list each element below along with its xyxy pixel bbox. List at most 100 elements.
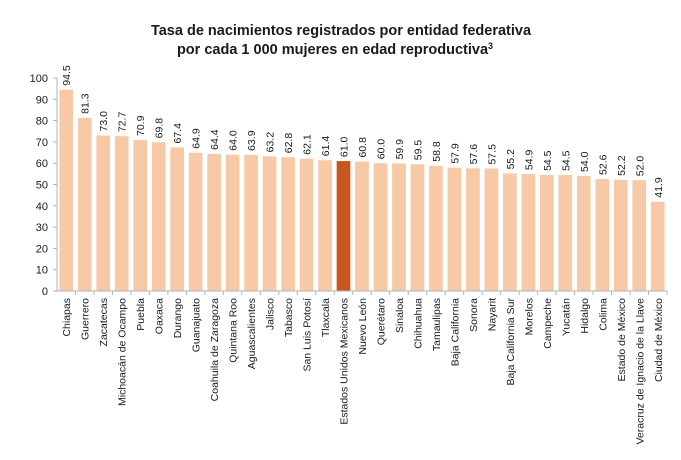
bar <box>133 139 148 291</box>
x-tick-label: Baja California <box>449 298 461 366</box>
x-tick-label: Aguascalientes <box>246 298 258 369</box>
x-tick-label: Zacatecas <box>98 298 110 346</box>
y-tick-label: 50 <box>36 180 48 192</box>
bar <box>151 142 166 291</box>
data-label: 69.8 <box>154 118 166 139</box>
data-label: 52.2 <box>616 155 628 176</box>
bar <box>613 179 628 291</box>
data-label: 64.9 <box>191 128 203 149</box>
x-tick-label: Hidalgo <box>579 298 591 334</box>
data-label: 63.9 <box>246 130 258 151</box>
bar <box>447 167 462 291</box>
x-tick-label: Baja California Sur <box>505 298 517 386</box>
x-tick-label: Sinaloa <box>394 298 406 333</box>
data-label: 61.4 <box>320 136 332 157</box>
bar <box>521 174 536 291</box>
y-axis: 0 10 20 30 40 50 60 70 80 90 100 <box>30 73 58 298</box>
bar <box>281 157 295 291</box>
bar <box>595 178 610 291</box>
bar <box>410 164 425 291</box>
bar <box>558 174 573 291</box>
data-label: 54.5 <box>560 150 572 171</box>
data-label: 57.5 <box>486 144 498 165</box>
y-tick-label: 10 <box>36 265 48 277</box>
bar <box>650 201 665 291</box>
x-tick-label: Chiapas <box>61 298 73 337</box>
x-tick-label: Oaxaca <box>154 298 166 334</box>
data-label: 94.5 <box>61 65 73 86</box>
data-label: 70.9 <box>135 115 147 136</box>
x-tick-label: Ciudad de México <box>653 298 665 382</box>
y-tick-label: 100 <box>30 73 48 85</box>
y-tick-label: 90 <box>36 94 48 106</box>
data-label: 57.6 <box>468 144 480 165</box>
data-label: 57.9 <box>449 143 461 164</box>
x-tick-label: Jalisco <box>265 298 277 330</box>
bar <box>207 153 221 291</box>
x-tick-label: Estados Unidos Mexicanos <box>339 298 351 425</box>
x-tick-label: Tlaxcala <box>320 298 332 337</box>
data-label: 58.8 <box>431 141 443 162</box>
bar <box>466 168 480 291</box>
x-tick-label: Querétaro <box>375 298 387 345</box>
bar <box>355 161 369 291</box>
data-label: 41.9 <box>653 177 665 198</box>
data-label: 59.5 <box>412 140 424 161</box>
x-tick-label: Yucatán <box>560 298 572 336</box>
bar <box>96 135 111 291</box>
data-label: 62.8 <box>283 133 295 154</box>
bar <box>299 158 314 291</box>
bar <box>188 152 203 291</box>
x-tick-label: Durango <box>172 298 184 338</box>
bar <box>484 168 499 291</box>
bar <box>77 117 92 292</box>
chart-subtitle-superscript: 3 <box>488 41 493 51</box>
data-label: 73.0 <box>98 111 110 132</box>
y-tick-label: 80 <box>36 116 48 128</box>
x-axis: Chiapas Guerrero Zacatecas Michoacán de Oca… <box>57 290 668 445</box>
data-label: 59.9 <box>394 139 406 160</box>
bar <box>262 156 277 291</box>
y-tick-label: 20 <box>36 243 48 255</box>
chart-subtitle: por cada 1 000 mujeres en edad reproduct… <box>177 41 493 58</box>
x-tick-label: Veracruz de Ignacio de la Llave <box>634 298 646 445</box>
data-label: 52.6 <box>597 154 609 175</box>
chart-title: Tasa de nacimientos registrados por enti… <box>151 23 532 39</box>
data-label: 60.8 <box>357 137 369 158</box>
bar <box>392 163 406 291</box>
bar <box>429 165 443 291</box>
bar <box>576 175 591 291</box>
bar <box>170 147 184 291</box>
y-tick-label: 30 <box>36 222 48 234</box>
x-tick-label: Puebla <box>135 298 147 331</box>
data-label: 62.1 <box>302 134 314 155</box>
data-label: 67.4 <box>172 123 184 144</box>
x-tick-label: Tamaulipas <box>431 298 443 351</box>
x-tick-label: Morelos <box>523 298 535 335</box>
data-label: 54.5 <box>542 150 554 171</box>
data-label: 52.0 <box>634 156 646 177</box>
data-label: 64.4 <box>209 129 221 150</box>
x-tick-label: Chihuahua <box>412 298 424 349</box>
data-label: 54.9 <box>523 149 535 170</box>
data-label: 61.0 <box>339 136 351 157</box>
y-tick-label: 0 <box>42 286 48 298</box>
data-label: 64.0 <box>228 130 240 151</box>
x-tick-label: Coahuila de Zaragoza <box>209 298 221 401</box>
x-tick-label: Guerrero <box>80 298 92 340</box>
x-tick-label: Colima <box>597 298 609 331</box>
x-tick-label: Campeche <box>542 298 554 349</box>
bar <box>336 161 351 291</box>
bar <box>225 154 240 291</box>
bar <box>503 173 517 291</box>
x-tick-label: Nuevo León <box>357 298 369 355</box>
x-tick-label: Guanajuato <box>191 298 203 352</box>
bar <box>59 89 74 291</box>
x-tick-label: Estado de México <box>616 298 628 382</box>
bar <box>114 136 129 291</box>
y-tick-label: 60 <box>36 158 48 170</box>
data-label: 72.7 <box>117 112 129 133</box>
x-tick-label: Quintana Roo <box>228 298 240 363</box>
data-label: 63.2 <box>265 132 277 153</box>
